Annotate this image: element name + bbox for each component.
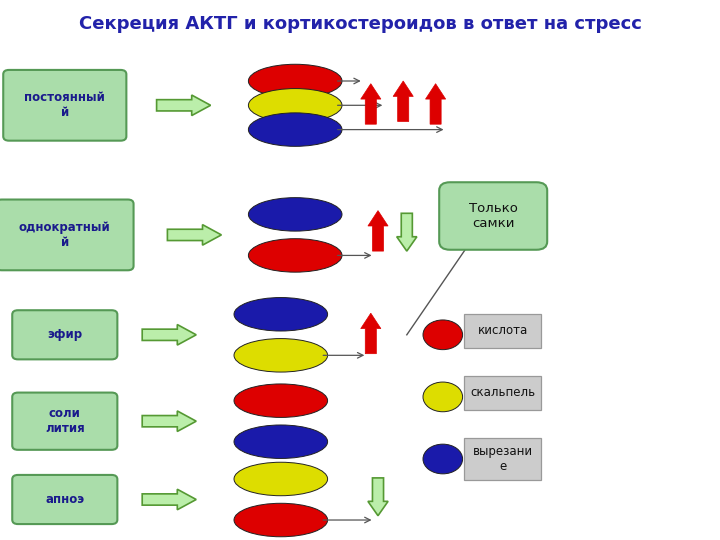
FancyBboxPatch shape	[12, 310, 117, 360]
FancyArrow shape	[393, 81, 413, 122]
Text: соли
лития: соли лития	[45, 407, 85, 435]
FancyArrow shape	[426, 84, 446, 124]
Text: однократный
й: однократный й	[19, 221, 111, 249]
FancyBboxPatch shape	[464, 376, 541, 410]
FancyBboxPatch shape	[0, 200, 134, 271]
FancyBboxPatch shape	[12, 475, 117, 524]
FancyArrow shape	[361, 313, 381, 354]
FancyArrow shape	[397, 213, 417, 251]
FancyArrow shape	[156, 95, 210, 116]
FancyArrow shape	[368, 478, 388, 516]
Ellipse shape	[234, 503, 328, 537]
FancyBboxPatch shape	[12, 393, 117, 450]
Text: вырезани
е: вырезани е	[472, 445, 533, 473]
Ellipse shape	[234, 384, 328, 417]
Text: скальпель: скальпель	[470, 386, 535, 400]
Ellipse shape	[423, 444, 463, 474]
FancyArrow shape	[361, 84, 381, 124]
Ellipse shape	[248, 113, 342, 146]
Text: кислота: кислота	[477, 324, 528, 338]
Text: Только
самки: Только самки	[469, 202, 518, 230]
Text: эфир: эфир	[48, 328, 82, 341]
FancyBboxPatch shape	[464, 314, 541, 348]
Ellipse shape	[248, 198, 342, 231]
Text: Секреция АКТГ и кортикостероидов в ответ на стресс: Секреция АКТГ и кортикостероидов в ответ…	[78, 15, 642, 33]
FancyArrow shape	[368, 211, 388, 251]
FancyArrow shape	[142, 411, 196, 431]
Ellipse shape	[248, 89, 342, 122]
FancyArrow shape	[142, 489, 196, 510]
Ellipse shape	[234, 425, 328, 458]
Ellipse shape	[423, 382, 463, 411]
FancyArrow shape	[142, 325, 196, 345]
Ellipse shape	[423, 320, 463, 350]
Ellipse shape	[248, 239, 342, 272]
FancyBboxPatch shape	[3, 70, 127, 140]
FancyArrow shape	[167, 225, 222, 245]
Ellipse shape	[234, 298, 328, 331]
FancyBboxPatch shape	[439, 183, 547, 249]
Text: постоянный
й: постоянный й	[24, 91, 105, 119]
FancyBboxPatch shape	[464, 438, 541, 480]
Ellipse shape	[234, 339, 328, 372]
Text: апноэ: апноэ	[45, 493, 84, 506]
Ellipse shape	[248, 64, 342, 98]
Ellipse shape	[234, 462, 328, 496]
